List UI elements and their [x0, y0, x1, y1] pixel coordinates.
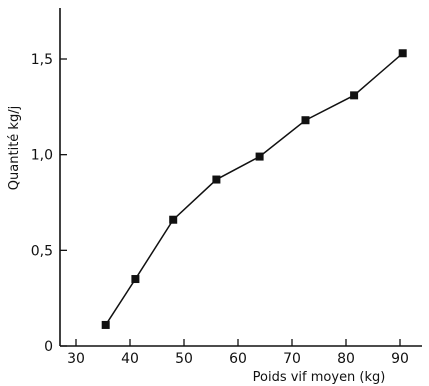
x-tick-label: 60: [229, 351, 247, 367]
x-tick-label: 90: [391, 351, 409, 367]
x-tick-label: 80: [337, 351, 355, 367]
data-point: [212, 175, 221, 184]
series: [101, 49, 407, 329]
x-axis-ticks: 30 40 50 60 70 80 90: [67, 339, 409, 367]
data-point: [169, 215, 178, 224]
x-tick-label: 30: [67, 351, 85, 367]
data-point: [350, 91, 359, 100]
x-tick-label: 40: [121, 351, 139, 367]
x-tick-label: 70: [283, 351, 301, 367]
y-tick-label: 1,0: [31, 148, 53, 164]
axes: [59, 8, 422, 347]
x-axis-title: Poids vif moyen (kg): [253, 370, 386, 385]
data-point: [101, 320, 110, 329]
data-point: [131, 275, 140, 284]
y-axis-ticks: 0 0,5 1,0 1,5: [31, 52, 67, 355]
y-tick-label: 1,5: [31, 52, 53, 68]
data-point: [398, 49, 407, 58]
y-tick-label: 0: [44, 339, 53, 355]
data-point: [301, 116, 310, 125]
y-axis-title: Quantité kg/j: [7, 106, 22, 190]
series-line: [105, 52, 404, 326]
x-tick-label: 50: [175, 351, 193, 367]
data-point: [255, 152, 264, 161]
y-tick-label: 0,5: [31, 243, 53, 259]
